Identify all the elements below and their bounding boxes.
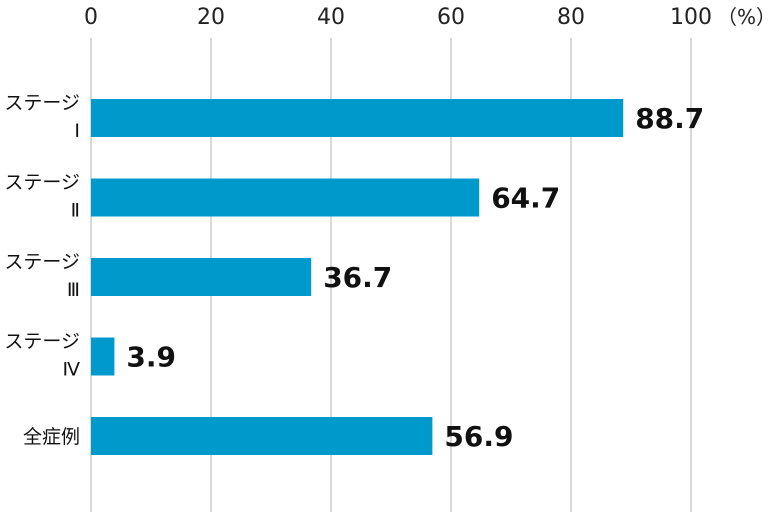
bar (91, 178, 480, 217)
category-label: ステージ (4, 172, 80, 194)
category-label: 全症例 (23, 426, 80, 448)
x-tick-label: 100 (670, 5, 712, 30)
category-label-numeral: Ⅱ (71, 200, 80, 222)
x-tick-label: 20 (197, 5, 225, 30)
value-label: 64.7 (491, 182, 560, 215)
category-label: ステージ (4, 331, 80, 353)
category-label: ステージ (4, 251, 80, 273)
x-tick-label: 80 (557, 5, 585, 30)
x-tick-label: 0 (84, 5, 98, 30)
x-tick-label: 40 (317, 5, 345, 30)
value-label: 36.7 (323, 261, 392, 294)
value-label: 56.9 (444, 420, 513, 453)
value-label: 3.9 (126, 341, 176, 374)
bar (91, 99, 624, 137)
x-axis-tick-labels: 0 20 40 60 80 100 (84, 5, 712, 30)
axis-unit-label: （%） (717, 5, 776, 29)
value-label: 88.7 (635, 102, 704, 135)
x-tick-label: 60 (437, 5, 465, 30)
category-label-numeral: Ⅳ (62, 359, 80, 381)
bars (91, 99, 624, 455)
category-label-numeral: Ⅰ (74, 120, 80, 142)
category-label: ステージ (4, 92, 80, 114)
category-label-numeral: Ⅲ (67, 279, 80, 301)
bar (91, 258, 312, 296)
category-labels: ステージ Ⅰ ステージ Ⅱ ステージ Ⅲ ステージ Ⅳ 全症例 (4, 92, 80, 448)
bar (91, 417, 433, 455)
bar (91, 337, 115, 376)
value-labels: 88.7 64.7 36.7 3.9 56.9 (126, 102, 704, 453)
